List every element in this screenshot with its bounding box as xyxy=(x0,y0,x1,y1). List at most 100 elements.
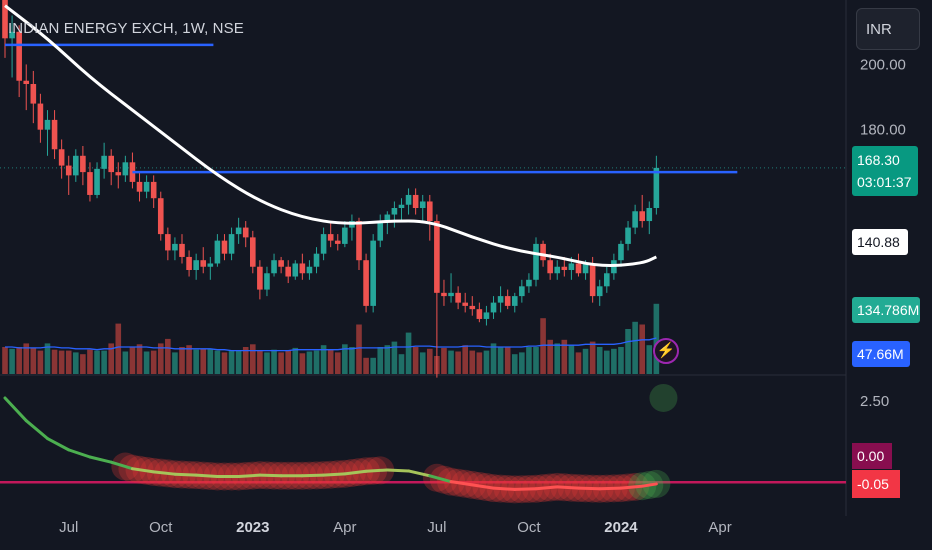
time-tick-label: 2023 xyxy=(236,519,269,536)
volume-bar xyxy=(2,347,8,374)
volume-bar xyxy=(242,347,249,374)
candle-body xyxy=(207,263,214,267)
candle-body xyxy=(9,31,15,39)
oscillator-line xyxy=(237,473,262,478)
oscillator-line xyxy=(364,468,389,473)
candle-body xyxy=(370,240,376,306)
candle-body xyxy=(412,194,419,208)
candle-body xyxy=(589,263,596,297)
candle-body xyxy=(533,243,539,280)
chart-title: INDIAN ENERGY EXCH, 1W, NSE xyxy=(8,20,244,37)
volume-bar xyxy=(30,347,37,374)
candle-body xyxy=(44,119,51,130)
candle-body xyxy=(419,201,426,208)
last-price-tag: 168.30 03:01:37 xyxy=(852,146,918,196)
candle-body xyxy=(16,31,22,81)
candle-body xyxy=(101,155,107,169)
candle-body xyxy=(285,266,291,277)
candle-body xyxy=(250,237,256,267)
volume-bar xyxy=(235,350,242,374)
volume-bar xyxy=(313,350,320,374)
candle-body xyxy=(441,292,447,297)
time-tick-label: Jul xyxy=(59,519,78,536)
candle-body xyxy=(625,227,631,244)
oscillator-line xyxy=(470,483,496,490)
oscillator-line xyxy=(428,474,453,484)
candle-body xyxy=(257,266,263,290)
candle-body xyxy=(455,292,461,303)
candle-body xyxy=(526,279,532,287)
volume-bar xyxy=(611,348,617,374)
moving-average-tag: 140.88 xyxy=(852,229,908,255)
volume-bar xyxy=(575,352,582,374)
volume-bar xyxy=(441,347,447,374)
volume-bar xyxy=(412,347,419,374)
candle-body xyxy=(554,266,561,274)
candle-body xyxy=(136,181,143,192)
volume-bar xyxy=(334,352,341,374)
oscillator-line xyxy=(640,482,658,488)
volume-bar xyxy=(292,347,299,374)
candle-body xyxy=(58,149,65,166)
oscillator-line xyxy=(343,469,368,476)
volume-bar xyxy=(264,352,270,374)
candle-body xyxy=(405,194,412,205)
volume-bar xyxy=(65,350,72,374)
volume-bar xyxy=(370,357,376,374)
price-tick-label: 200.00 xyxy=(860,56,906,73)
oscillator-line xyxy=(67,448,92,459)
currency-selector[interactable]: INR xyxy=(856,8,920,50)
volume-bar xyxy=(101,350,107,374)
oscillator-line xyxy=(258,473,283,478)
candle-body xyxy=(568,263,575,270)
volume-bar xyxy=(568,345,575,374)
candle-body xyxy=(122,162,129,176)
candle-body xyxy=(398,204,405,208)
candle-body xyxy=(497,296,504,303)
candle-body xyxy=(427,201,433,222)
oscillator-line xyxy=(109,460,134,471)
candle-body xyxy=(165,234,171,251)
candle-body xyxy=(575,263,582,274)
candle-body xyxy=(540,243,546,261)
candle-body xyxy=(434,221,440,293)
volume-bar xyxy=(327,349,334,374)
candle-body xyxy=(65,165,72,176)
volume-bar xyxy=(271,349,277,374)
volume-bar xyxy=(653,303,660,374)
volume-tag: 134.786M xyxy=(852,297,920,323)
candle-body xyxy=(51,119,58,150)
candle-body xyxy=(306,266,313,274)
volume-bar xyxy=(73,352,79,374)
volume-bar xyxy=(604,350,610,374)
oscillator-line xyxy=(322,472,347,477)
volume-bar xyxy=(462,345,468,374)
oscillator-line xyxy=(555,485,580,490)
candle-body xyxy=(313,253,320,267)
volume-bar xyxy=(632,321,638,374)
candle-body xyxy=(193,260,199,270)
oscillator-line xyxy=(492,486,517,491)
volume-bar xyxy=(58,350,65,374)
volume-ma-tag: 47.66M xyxy=(852,341,910,367)
lightning-icon[interactable]: ⚡ xyxy=(653,338,679,364)
volume-bar xyxy=(115,323,122,374)
volume-bar xyxy=(589,341,596,374)
volume-bar xyxy=(377,347,384,374)
volume-bar xyxy=(582,348,589,374)
candle-body xyxy=(108,155,114,173)
oscillator-line xyxy=(130,467,156,474)
volume-bar xyxy=(122,351,129,374)
oscillator-line xyxy=(534,485,559,491)
candle-body xyxy=(384,214,391,222)
candle-body xyxy=(94,168,100,195)
time-tick-label: Jul xyxy=(427,519,446,536)
volume-bar xyxy=(179,347,185,374)
volume-bar xyxy=(80,354,86,374)
oscillator-tick-label: 2.50 xyxy=(860,393,889,410)
volume-bar xyxy=(384,345,391,374)
candle-body xyxy=(37,103,44,130)
candle-body xyxy=(334,240,341,244)
time-tick-label: Oct xyxy=(517,519,541,536)
